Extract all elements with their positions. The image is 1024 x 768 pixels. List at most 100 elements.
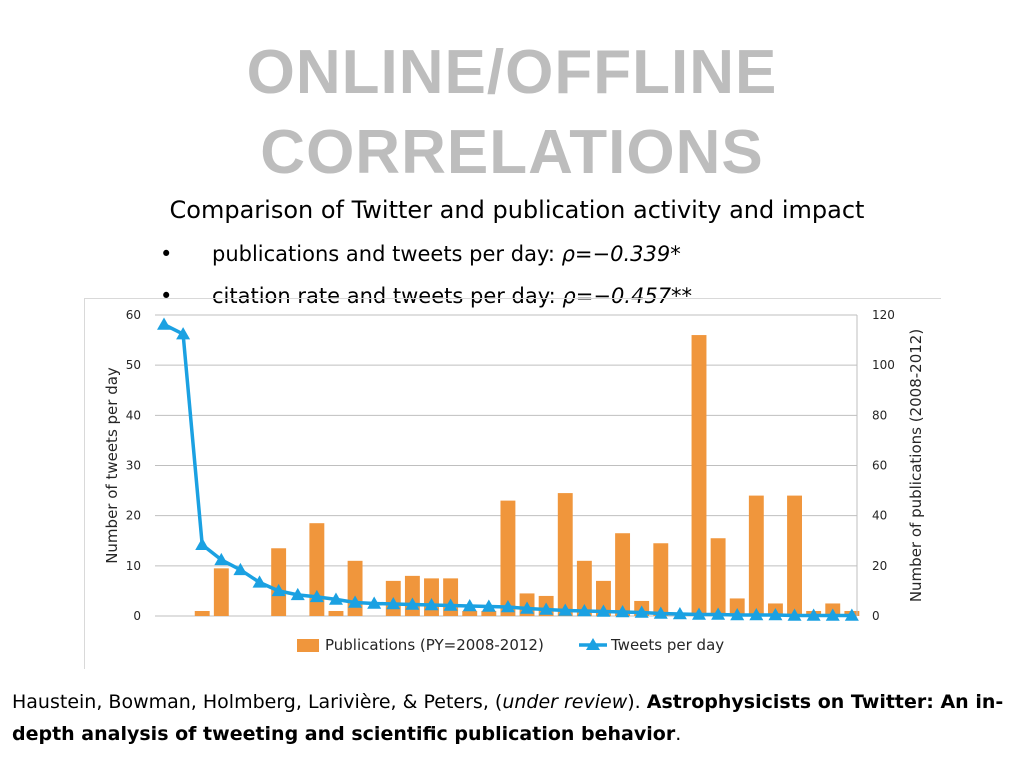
y-left-tick-label: 30 [126,459,141,473]
marker-tweets-per-day [328,592,343,605]
bar-publications [500,500,516,616]
marker-tweets-per-day [615,604,630,618]
marker-tweets-per-day [348,595,363,608]
bullet-publications-tweets: • publications and tweets per day: ρ=−0.3… [160,242,681,266]
y-right-tick-label: 40 [872,509,887,523]
bar-publications [691,335,707,616]
slide-title-line-2: CORRELATIONS [260,118,764,187]
marker-tweets-per-day [443,598,458,611]
marker-tweets-per-day [462,598,477,612]
bullet-rho-value: ρ=−0.457** [562,284,693,308]
bar-publications [710,538,726,616]
axes: 0 10 20 30 40 50 60 0 20 40 60 80 100 120 Number of tw… [103,308,925,623]
y-right-tick-label: 20 [872,559,887,573]
marker-tweets-per-day [367,596,382,609]
legend-swatch-publications [297,639,319,652]
marker-tweets-per-day [157,317,171,330]
bar-publications [309,523,325,616]
bullet-citation-tweets: • citation rate and tweets per day: ρ=−0.… [160,284,692,308]
marker-tweets-per-day [596,604,611,617]
marker-tweets-per-day [558,603,573,616]
bullet-text: citation rate and tweets per day: [212,284,563,308]
bar-publications [615,533,631,616]
bullet-rho-value: ρ=−0.339* [561,242,681,266]
marker-tweets-per-day [424,597,439,611]
bar-publications [271,548,287,616]
y-left-tick-label: 10 [126,559,141,573]
y-left-tick-label: 60 [126,308,141,322]
bar-publications [213,568,229,616]
bar-publications [328,610,344,616]
marker-tweets-per-day [214,552,229,566]
marker-tweets-per-day [577,603,592,617]
marker-tweets-per-day [787,608,802,621]
chart-legend: Publications (PY=2008-2012) Tweets per da… [297,636,724,654]
y-left-axis-title: Number of tweets per day [103,367,121,564]
citation: Haustein, Bowman, Holmberg, Larivière, &… [12,686,1012,750]
bar-publications [481,610,497,616]
marker-tweets-per-day [252,575,267,588]
legend-label-tweets: Tweets per day [610,636,724,654]
marker-tweets-per-day [386,596,401,610]
marker-tweets-per-day [176,327,191,340]
y-left-tick-label: 50 [126,358,141,372]
slide-title-line-1: ONLINE/OFFLINE [246,38,778,107]
y-right-axis-title: Number of publications (2008-2012) [907,329,925,602]
marker-tweets-per-day [634,605,649,618]
bar-publications [404,575,420,616]
marker-tweets-per-day [730,607,745,621]
marker-tweets-per-day [290,587,305,601]
bar-publications [424,578,439,616]
bar-publications [462,610,478,616]
y-left-tick-label: 20 [126,509,141,523]
marker-tweets-per-day [806,608,821,621]
chart-frame: 0 10 20 30 40 50 60 0 20 40 60 80 100 120 Number of tw… [84,298,941,669]
y-right-tick-label: 120 [872,308,895,322]
marker-tweets-per-day [768,607,783,621]
bullet-dot-icon: • [160,284,173,308]
bar-series-publications [194,335,860,616]
bar-publications [557,493,573,616]
marker-tweets-per-day [405,597,420,610]
y-right-tick-label: 100 [872,358,895,372]
marker-tweets-per-day [653,606,668,619]
marker-tweets-per-day [195,537,210,551]
marker-tweets-per-day [711,607,726,620]
citation-status: under review [502,691,628,713]
legend-marker-tweets [586,638,600,650]
marker-tweets-per-day [692,607,707,620]
slide-subtitle: Comparison of Twitter and publication ac… [169,196,865,224]
bar-publications [347,560,363,616]
citation-separator: ). [627,691,647,713]
citation-end: . [675,723,682,745]
marker-tweets-per-day [233,562,248,576]
y-left-tick-label: 40 [126,408,141,422]
marker-tweets-per-day [309,589,324,603]
combo-chart: 0 10 20 30 40 50 60 0 20 40 60 80 100 120 Number of tw… [103,308,925,654]
marker-tweets-per-day [271,583,286,597]
bar-publications [596,580,611,616]
y-right-tick-label: 60 [872,459,887,473]
marker-tweets-per-day [500,599,515,613]
bar-publications [787,495,802,616]
bar-publications [576,560,592,616]
bullet-text: publications and tweets per day: [212,242,562,266]
marker-tweets-per-day [672,606,687,620]
marker-tweets-per-day [844,608,859,621]
bullet-dot-icon: • [160,242,173,266]
y-left-tick-label: 0 [133,609,141,623]
bar-publications [729,598,745,616]
legend-label-publications: Publications (PY=2008-2012) [325,636,544,654]
bar-publications [653,543,669,616]
y-right-tick-label: 80 [872,408,887,422]
citation-title: Astrophysicists on Twitter: An in-depth … [12,691,1004,745]
y-right-tick-label: 0 [872,609,880,623]
marker-tweets-per-day [539,602,554,615]
marker-tweets-per-day [825,608,840,621]
marker-tweets-per-day [520,601,535,614]
bar-publications [748,495,764,616]
line-series-tweets [157,317,859,621]
citation-authors: Haustein, Bowman, Holmberg, Larivière, &… [12,691,503,713]
marker-tweets-per-day [749,607,764,621]
marker-tweets-per-day [481,599,496,612]
